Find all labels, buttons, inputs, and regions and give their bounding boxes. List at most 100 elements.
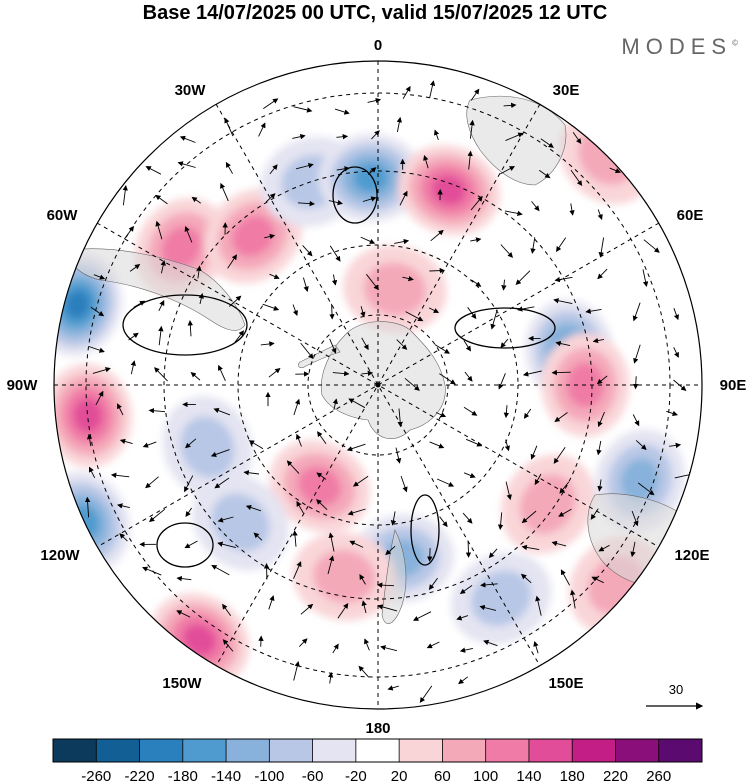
colorbar-tick-label: -260 (81, 768, 111, 783)
wind-arrow (88, 466, 96, 479)
wind-arrow (84, 496, 91, 518)
wind-arrow (462, 512, 473, 524)
antarctica-landmass (320, 321, 446, 439)
wind-arrow (269, 164, 278, 175)
colorbar-swatch (355, 739, 400, 762)
wind-arrow (92, 367, 111, 374)
wind-arrow (196, 265, 202, 279)
wind-arrow (498, 373, 506, 390)
wind-arrow (570, 589, 576, 609)
wind-arrow (428, 307, 440, 313)
colorbar: -260 -220 -180 -140 -100 -60 -20 20 60 100 140 180 2… (52, 738, 703, 783)
wind-arrow (456, 615, 469, 621)
wind-arrow (463, 340, 471, 352)
wind-arrow (367, 167, 377, 175)
wind-arrow (394, 238, 410, 245)
wind-arrow (268, 595, 275, 610)
colorbar-swatch (615, 739, 660, 762)
wind-arrow (366, 274, 379, 291)
wind-arrow (637, 482, 655, 496)
wind-arrow (295, 163, 314, 170)
wind-arrow (117, 403, 124, 416)
wind-arrow (553, 298, 573, 305)
wind-arrow (292, 134, 306, 140)
wind-arrow (500, 166, 515, 175)
wind-arrow (429, 267, 446, 274)
wind-arrow (177, 161, 196, 168)
wind-arrow (387, 685, 399, 691)
wind-arrow (505, 132, 524, 142)
wind-arrow (405, 311, 424, 322)
wind-arrow (666, 410, 678, 416)
wind-arrow (428, 577, 438, 591)
wind-arrow (591, 576, 604, 584)
wind-arrow (128, 332, 139, 341)
lon-label-150w: 150W (162, 675, 202, 692)
wind-arrow (296, 500, 304, 514)
wind-arrow (260, 341, 275, 347)
colorbar-swatch (53, 739, 97, 762)
colorbar-swatch (528, 739, 573, 762)
anomaly-blob (65, 290, 90, 319)
wind-arrow (376, 582, 395, 588)
contour-low-weddell (332, 166, 378, 224)
brand-logo: MODES© (621, 34, 738, 60)
wind-arrow (470, 88, 480, 101)
wind-arrow (633, 376, 639, 390)
africa-landmass (466, 95, 567, 186)
wind-arrow (160, 260, 166, 274)
wind-arrow (317, 431, 327, 445)
wind-arrow (427, 548, 433, 562)
wind-arrow (292, 304, 298, 317)
wind-arrow (155, 194, 168, 205)
wind-arrow (521, 510, 537, 524)
colorbar-tick-label: 20 (391, 768, 408, 783)
wind-arrow (426, 641, 440, 649)
reference-vector-label: 30 (669, 682, 683, 697)
lon-label-60w: 60W (47, 207, 79, 224)
wind-arrow (515, 270, 531, 286)
wind-arrow (597, 209, 603, 220)
colorbar-tick-label: -140 (211, 768, 241, 783)
wind-arrow (500, 338, 509, 348)
wind-arrow (329, 303, 335, 320)
wind-arrow (459, 647, 473, 653)
wind-arrow (458, 676, 469, 685)
wind-arrow (523, 408, 532, 419)
wind-arrow (597, 411, 605, 428)
wind-arrow (329, 245, 341, 262)
wind-arrow (463, 406, 478, 416)
wind-arrow (362, 196, 377, 202)
wind-arrow (555, 340, 571, 347)
colorbar-swatch (182, 739, 227, 762)
wind-arrow (337, 602, 349, 619)
wind-arrow (220, 182, 229, 202)
wind-arrow (297, 200, 315, 207)
wind-arrow (145, 476, 159, 489)
anomaly-blob (73, 398, 103, 433)
colorbar-tick-label: 180 (560, 768, 585, 783)
wind-arrow (517, 306, 535, 312)
wind-arrow (361, 337, 369, 351)
wind-arrow (329, 338, 337, 354)
wind-arrow (327, 672, 334, 684)
wind-arrow (669, 442, 682, 449)
wind-vectors (84, 80, 695, 703)
brand-mark: © (732, 38, 738, 48)
colorbar-tick-label: -100 (254, 768, 284, 783)
wind-arrow (302, 277, 309, 292)
wind-arrow (191, 196, 202, 204)
wind-arrow (184, 540, 198, 549)
wind-arrow (540, 138, 554, 148)
wind-arrow (483, 639, 498, 647)
wind-arrow (551, 540, 567, 547)
wind-arrow (93, 274, 106, 280)
wind-arrow (503, 405, 510, 419)
lon-label-90e: 90E (720, 377, 747, 394)
map-disc (54, 61, 702, 709)
colorbar-tick-label: -60 (302, 768, 324, 783)
wind-arrow (434, 344, 450, 354)
anomaly-blob (232, 215, 274, 257)
wind-arrow (435, 412, 447, 418)
colorbar-swatch (442, 739, 486, 762)
